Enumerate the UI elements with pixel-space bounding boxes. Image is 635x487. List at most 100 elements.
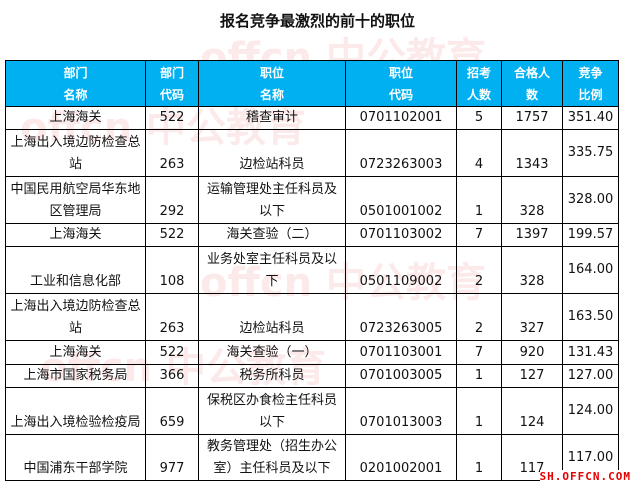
cell-dept-code: 522 [145,340,199,365]
cell-position-code: 0501109002 [345,246,457,294]
table-row: 上海市国家税务局 366 税务所科员 0701003005 1 127 127.00 [5,364,619,388]
table-row: 中国浦东干部学院 977 教务管理处（招生办公室）主任科员及以下 0201002001… [5,434,619,481]
cell-recruit-count: 4 [456,129,502,177]
header-text: 合格人 [513,65,550,80]
cell-dept-code: 263 [145,129,199,177]
cell-recruit-count: 1 [456,387,502,435]
cell-recruit-count: 5 [456,106,502,130]
cell-dept-name: 中国浦东干部学院 [5,434,146,481]
cell-dept-name: 中国民用航空局华东地区管理局 [5,176,146,224]
cell-competition-ratio: 335.75 [562,129,619,177]
cell-competition-ratio: 127.00 [562,364,619,388]
cell-position-code: 0701103001 [345,340,457,365]
cell-position-name: 运输管理处主任科员及以下 [198,176,346,224]
cell-position-name: 海关查验（二） [198,223,346,247]
cell-position-code: 0201002001 [345,434,457,481]
header-recruit-count: 招考 人数 [456,60,502,107]
cell-competition-ratio: 328.00 [562,176,619,224]
document-title: 报名竞争最激烈的前十的职位 [219,12,415,30]
cell-recruit-count: 1 [456,434,502,481]
cell-dept-name: 上海出入境边防检查总站 [5,293,146,341]
header-text: 招考 [466,65,491,80]
cell-qualified-count: 1757 [501,106,563,130]
cell-dept-code: 522 [145,223,199,247]
table-row: 上海出入境边防检查总站 263 边检站科员 0723263003 4 1343 335.75 [5,129,619,177]
cell-position-name: 税务所科员 [198,364,346,388]
cell-competition-ratio: 199.57 [562,223,619,247]
cell-dept-name: 工业和信息化部 [5,246,146,294]
cell-qualified-count: 920 [501,340,563,365]
header-dept-name: 部门 名称 [5,60,146,107]
cell-dept-name: 上海出入境检验检疫局 [5,387,146,435]
cell-dept-code: 263 [145,293,199,341]
cell-dept-name: 上海海关 [5,223,146,247]
cell-competition-ratio: 131.43 [562,340,619,365]
table-row: 上海海关 522 稽查审计 0701102001 5 1757 351.40 [5,106,619,130]
cell-qualified-count: 127 [501,364,563,388]
cell-dept-name: 上海市国家税务局 [5,364,146,388]
table-row: 上海海关 522 海关查验（二） 0701103002 7 1397 199.57 [5,223,619,247]
cell-competition-ratio: 163.50 [562,293,619,341]
cell-position-code: 0701013003 [345,387,457,435]
cell-recruit-count: 1 [456,364,502,388]
table-row: 工业和信息化部 108 业务处室主任科员及以下 0501109002 2 328 164.0… [5,246,619,294]
header-text: 人数 [466,87,491,102]
header-position-code: 职位 代码 [345,60,457,107]
table-row: 上海海关 522 海关查验（一） 0701103001 7 920 131.43 [5,340,619,365]
cell-dept-code: 292 [145,176,199,224]
header-row: 部门 名称 部门 代码 职位 名称 职位 代码 招考 人数 合格人数竞争 比例 [5,60,619,107]
cell-position-name: 业务处室主任科员及以下 [198,246,346,294]
header-text: 数 [525,87,538,102]
header-text: 职位 [388,65,413,80]
table-row: 中国民用航空局华东地区管理局 292 运输管理处主任科员及以下 0501001002 1… [5,176,619,224]
table-row: 上海出入境边防检查总站 263 边检站科员 0723263005 2 327 163.50 [5,293,619,341]
cell-dept-code: 659 [145,387,199,435]
header-text: 部门 [63,65,88,80]
header-text: 比例 [578,87,603,102]
cell-recruit-count: 2 [456,246,502,294]
cell-position-code: 0723263003 [345,129,457,177]
header-dept-code: 部门 代码 [145,60,199,107]
cell-position-name: 边检站科员 [198,293,346,341]
cell-position-code: 0501001002 [345,176,457,224]
header-text: 部门 [159,65,184,80]
cell-position-name: 稽查审计 [198,106,346,130]
cell-dept-name: 上海海关 [5,340,146,365]
header-competition-ratio: 竞争 比例 [562,60,619,107]
cell-qualified-count: 1397 [501,223,563,247]
cell-position-name: 海关查验（一） [198,340,346,365]
cell-dept-code: 522 [145,106,199,130]
cell-recruit-count: 7 [456,340,502,365]
cell-position-name: 教务管理处（招生办公室）主任科员及以下 [198,434,346,481]
cell-recruit-count: 1 [456,176,502,224]
header-text: 名称 [259,87,284,102]
cell-qualified-count: 328 [501,176,563,224]
cell-dept-code: 366 [145,364,199,388]
cell-position-name: 保税区办食检主任科员以下 [198,387,346,435]
positions-table: 部门 名称 部门 代码 职位 名称 职位 代码 招考 人数 合格人数竞争 比例 上海海关 522 稽查审计… [5,60,619,481]
cell-dept-code: 977 [145,434,199,481]
cell-qualified-count: 327 [501,293,563,341]
cell-dept-name: 上海出入境边防检查总站 [5,129,146,177]
cell-competition-ratio: 124.00 [562,387,619,435]
cell-recruit-count: 2 [456,293,502,341]
header-position-name: 职位 名称 [198,60,346,107]
header-text: 代码 [388,87,413,102]
cell-position-code: 0701003005 [345,364,457,388]
cell-qualified-count: 1343 [501,129,563,177]
header-qualified-count: 合格人数 [501,60,563,107]
cell-position-name: 边检站科员 [198,129,346,177]
cell-dept-code: 108 [145,246,199,294]
cell-competition-ratio: 164.00 [562,246,619,294]
cell-competition-ratio: 351.40 [562,106,619,130]
header-text: 职位 [259,65,284,80]
cell-position-code: 0701102001 [345,106,457,130]
table-row: 上海出入境检验检疫局 659 保税区办食检主任科员以下 0701013003 1 124 1… [5,387,619,435]
header-text: 代码 [159,87,184,102]
cell-position-code: 0723263005 [345,293,457,341]
site-logo: SH.OFFCN.COM [539,470,631,483]
cell-qualified-count: 124 [501,387,563,435]
cell-dept-name: 上海海关 [5,106,146,130]
cell-recruit-count: 7 [456,223,502,247]
cell-qualified-count: 328 [501,246,563,294]
